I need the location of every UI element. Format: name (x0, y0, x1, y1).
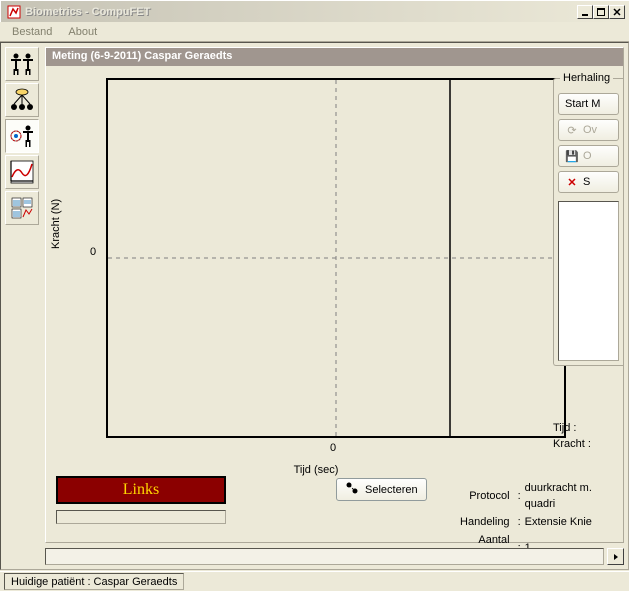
right-info: Tijd : Kracht : (553, 420, 619, 452)
bottom-row: Links Selecteren Protocol:duurkracht m. … (56, 476, 613, 536)
start-label: Start M (565, 98, 600, 110)
stop-label: S (583, 176, 590, 188)
x-axis-label: Tijd (sec) (294, 464, 339, 476)
app-icon (6, 4, 22, 20)
repeat-legend: Herhaling (560, 72, 613, 84)
menu-bestand[interactable]: Bestand (4, 24, 60, 40)
redo-button[interactable]: ⟳ Ov (558, 119, 619, 141)
progress-bar (56, 510, 226, 524)
tijd-label: Tijd : (553, 420, 619, 436)
redo-icon: ⟳ (565, 124, 579, 137)
menu-bar: Bestand About (0, 22, 629, 42)
title-bar: Biometrics - CompuFET (0, 0, 629, 22)
status-bar: Huidige patiënt : Caspar Geraedts (0, 571, 629, 591)
menu-about[interactable]: About (60, 24, 105, 40)
save-button[interactable]: 💾O (558, 145, 619, 167)
protocol-value: duurkracht m. quadri (525, 480, 611, 512)
protocol-label: Protocol (428, 480, 514, 512)
save-label: O (583, 150, 592, 162)
save-icon: 💾 (565, 150, 579, 163)
left-toolbar (5, 47, 41, 225)
tool-patients[interactable] (5, 47, 39, 81)
select-label: Selecteren (365, 484, 418, 496)
maximize-button[interactable] (593, 5, 609, 19)
status-text: Huidige patiënt : Caspar Geraedts (4, 573, 184, 590)
handeling-value: Extensie Knie (525, 514, 611, 530)
links-button[interactable]: Links (56, 476, 226, 504)
y-tick-0: 0 (90, 246, 96, 258)
window-title: Biometrics - CompuFET (25, 6, 577, 18)
select-icon (345, 481, 359, 498)
minimize-button[interactable] (577, 5, 593, 19)
scroll-right-button[interactable] (607, 548, 624, 565)
select-button[interactable]: Selecteren (336, 478, 427, 501)
y-axis-label: Kracht (N) (50, 199, 62, 249)
repeat-group: Herhaling Start M ⟳Ov 💾O ✕S (553, 78, 623, 366)
tool-measurement[interactable] (5, 119, 39, 153)
window-buttons (577, 5, 625, 19)
client-area: Meting (6-9-2011) Caspar Geraedts Kracht… (0, 42, 629, 570)
redo-label: Ov (583, 124, 597, 136)
start-button[interactable]: Start M (558, 93, 619, 115)
kracht-label: Kracht : (553, 436, 619, 452)
chart-zone: Kracht (N) 0 0 Tijd (sec) (66, 78, 566, 458)
x-tick-0: 0 (330, 442, 336, 454)
tool-report[interactable] (5, 191, 39, 225)
stop-button[interactable]: ✕S (558, 171, 619, 193)
measurement-panel: Meting (6-9-2011) Caspar Geraedts Kracht… (45, 47, 624, 543)
stop-icon: ✕ (565, 176, 579, 189)
close-button[interactable] (609, 5, 625, 19)
tool-protocol[interactable] (5, 83, 39, 117)
repeat-list[interactable] (558, 201, 619, 361)
table-row: Handeling:Extensie Knie (428, 514, 611, 530)
chart-plot (106, 78, 566, 438)
handeling-label: Handeling (428, 514, 514, 530)
table-row: Protocol:duurkracht m. quadri (428, 480, 611, 512)
panel-title: Meting (6-9-2011) Caspar Geraedts (46, 48, 623, 66)
hscroll-track[interactable] (45, 548, 604, 565)
tool-graph[interactable] (5, 155, 39, 189)
